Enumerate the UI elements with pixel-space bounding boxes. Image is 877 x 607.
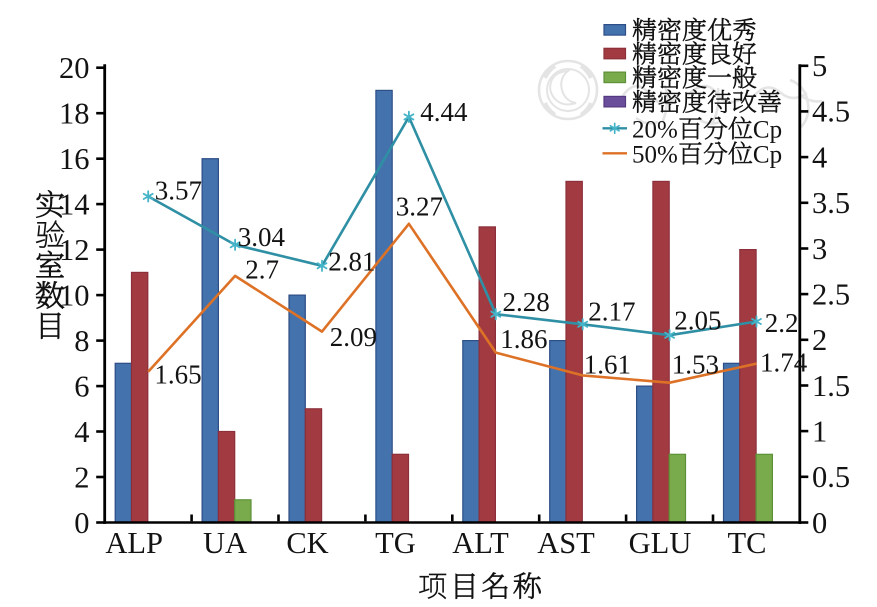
svg-text:3.5: 3.5: [812, 186, 850, 220]
svg-text:2.2: 2.2: [765, 308, 799, 338]
svg-text:Cp: Cp: [753, 142, 782, 169]
svg-text:Cp: Cp: [753, 117, 782, 144]
svg-text:2.28: 2.28: [503, 287, 550, 317]
svg-text:1.53: 1.53: [672, 350, 719, 380]
svg-text:3.57: 3.57: [155, 176, 202, 206]
svg-text:3: 3: [812, 232, 827, 266]
svg-text:4.44: 4.44: [420, 97, 468, 127]
svg-text:6: 6: [74, 369, 89, 403]
svg-text:TG: TG: [375, 526, 416, 560]
svg-text:1: 1: [812, 414, 827, 448]
svg-text:2.17: 2.17: [588, 296, 635, 326]
svg-text:1.61: 1.61: [584, 350, 631, 380]
svg-text:1.86: 1.86: [500, 324, 547, 354]
svg-text:0: 0: [74, 506, 89, 540]
svg-text:CK: CK: [286, 526, 328, 560]
svg-text:20: 20: [59, 51, 90, 85]
svg-text:4: 4: [74, 415, 89, 449]
svg-text:4.5: 4.5: [812, 95, 850, 129]
svg-text:20%: 20%: [632, 117, 678, 144]
svg-text:1.65: 1.65: [154, 360, 201, 390]
svg-text:1.74: 1.74: [760, 347, 808, 377]
svg-text:ALT: ALT: [452, 526, 509, 560]
svg-text:16: 16: [59, 142, 90, 176]
svg-text:0.5: 0.5: [812, 460, 850, 494]
svg-text:GLU: GLU: [629, 526, 692, 560]
svg-text:0: 0: [812, 506, 827, 540]
svg-text:2.81: 2.81: [328, 247, 375, 277]
svg-text:AST: AST: [537, 526, 595, 560]
svg-text:ALP: ALP: [105, 526, 163, 560]
svg-text:2.05: 2.05: [674, 306, 721, 336]
svg-text:TC: TC: [728, 526, 767, 560]
svg-text:2.7: 2.7: [245, 255, 279, 285]
svg-text:8: 8: [74, 324, 89, 358]
svg-text:3.27: 3.27: [396, 192, 443, 222]
svg-text:3.04: 3.04: [238, 222, 286, 252]
svg-text:2.5: 2.5: [812, 277, 850, 311]
svg-text:12: 12: [59, 233, 90, 267]
svg-text:50%: 50%: [632, 142, 678, 169]
svg-text:18: 18: [59, 97, 90, 131]
svg-text:14: 14: [59, 187, 90, 221]
svg-text:10: 10: [59, 278, 90, 312]
svg-text:2.09: 2.09: [330, 322, 377, 352]
svg-text:2: 2: [812, 323, 827, 357]
svg-text:4: 4: [812, 140, 827, 174]
svg-text:1.5: 1.5: [812, 369, 850, 403]
svg-text:2: 2: [74, 460, 89, 494]
svg-text:UA: UA: [203, 526, 247, 560]
svg-text:5: 5: [812, 49, 827, 83]
